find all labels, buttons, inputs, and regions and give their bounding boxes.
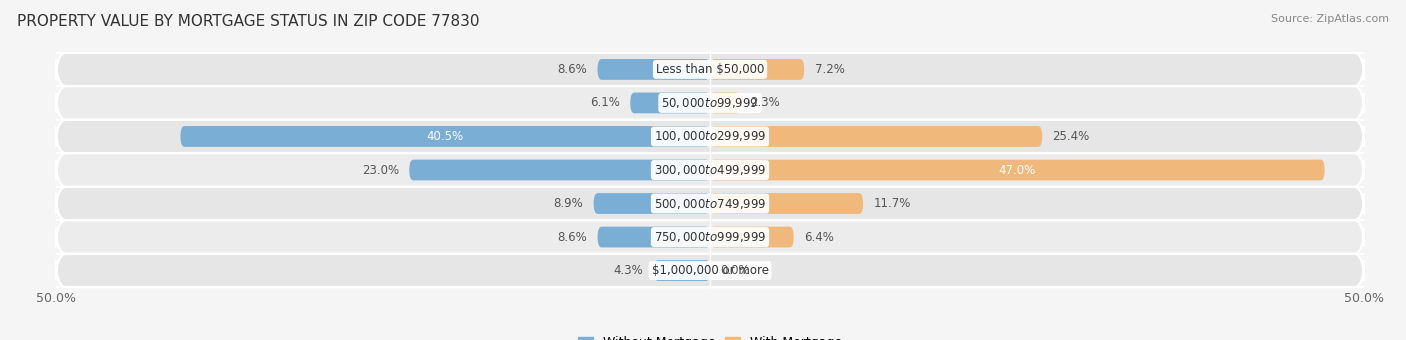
Text: 40.5%: 40.5% [426, 130, 464, 143]
Text: $50,000 to $99,999: $50,000 to $99,999 [661, 96, 759, 110]
FancyBboxPatch shape [710, 159, 1324, 181]
FancyBboxPatch shape [56, 254, 1364, 287]
Text: PROPERTY VALUE BY MORTGAGE STATUS IN ZIP CODE 77830: PROPERTY VALUE BY MORTGAGE STATUS IN ZIP… [17, 14, 479, 29]
FancyBboxPatch shape [56, 153, 1364, 187]
Text: Less than $50,000: Less than $50,000 [655, 63, 765, 76]
Text: 11.7%: 11.7% [873, 197, 911, 210]
Text: 8.6%: 8.6% [557, 231, 588, 243]
FancyBboxPatch shape [654, 260, 710, 281]
Text: 6.1%: 6.1% [591, 97, 620, 109]
Text: 8.9%: 8.9% [554, 197, 583, 210]
FancyBboxPatch shape [409, 159, 710, 181]
FancyBboxPatch shape [710, 126, 1042, 147]
FancyBboxPatch shape [710, 59, 804, 80]
Text: 7.2%: 7.2% [814, 63, 845, 76]
Text: 0.0%: 0.0% [720, 264, 751, 277]
Text: 4.3%: 4.3% [613, 264, 644, 277]
Legend: Without Mortgage, With Mortgage: Without Mortgage, With Mortgage [572, 331, 848, 340]
FancyBboxPatch shape [593, 193, 710, 214]
Text: $750,000 to $999,999: $750,000 to $999,999 [654, 230, 766, 244]
FancyBboxPatch shape [56, 53, 1364, 86]
Text: 2.3%: 2.3% [751, 97, 780, 109]
Text: Source: ZipAtlas.com: Source: ZipAtlas.com [1271, 14, 1389, 23]
Text: $300,000 to $499,999: $300,000 to $499,999 [654, 163, 766, 177]
FancyBboxPatch shape [630, 92, 710, 113]
FancyBboxPatch shape [56, 120, 1364, 153]
Text: 23.0%: 23.0% [361, 164, 399, 176]
FancyBboxPatch shape [56, 86, 1364, 120]
FancyBboxPatch shape [56, 187, 1364, 220]
Text: 47.0%: 47.0% [998, 164, 1036, 176]
FancyBboxPatch shape [180, 126, 710, 147]
Text: 6.4%: 6.4% [804, 231, 834, 243]
FancyBboxPatch shape [710, 227, 794, 248]
FancyBboxPatch shape [598, 227, 710, 248]
Text: $100,000 to $299,999: $100,000 to $299,999 [654, 130, 766, 143]
Text: 25.4%: 25.4% [1053, 130, 1090, 143]
FancyBboxPatch shape [598, 59, 710, 80]
FancyBboxPatch shape [710, 193, 863, 214]
Text: $500,000 to $749,999: $500,000 to $749,999 [654, 197, 766, 210]
FancyBboxPatch shape [56, 220, 1364, 254]
Text: 8.6%: 8.6% [557, 63, 588, 76]
Text: $1,000,000 or more: $1,000,000 or more [651, 264, 769, 277]
FancyBboxPatch shape [710, 92, 740, 113]
